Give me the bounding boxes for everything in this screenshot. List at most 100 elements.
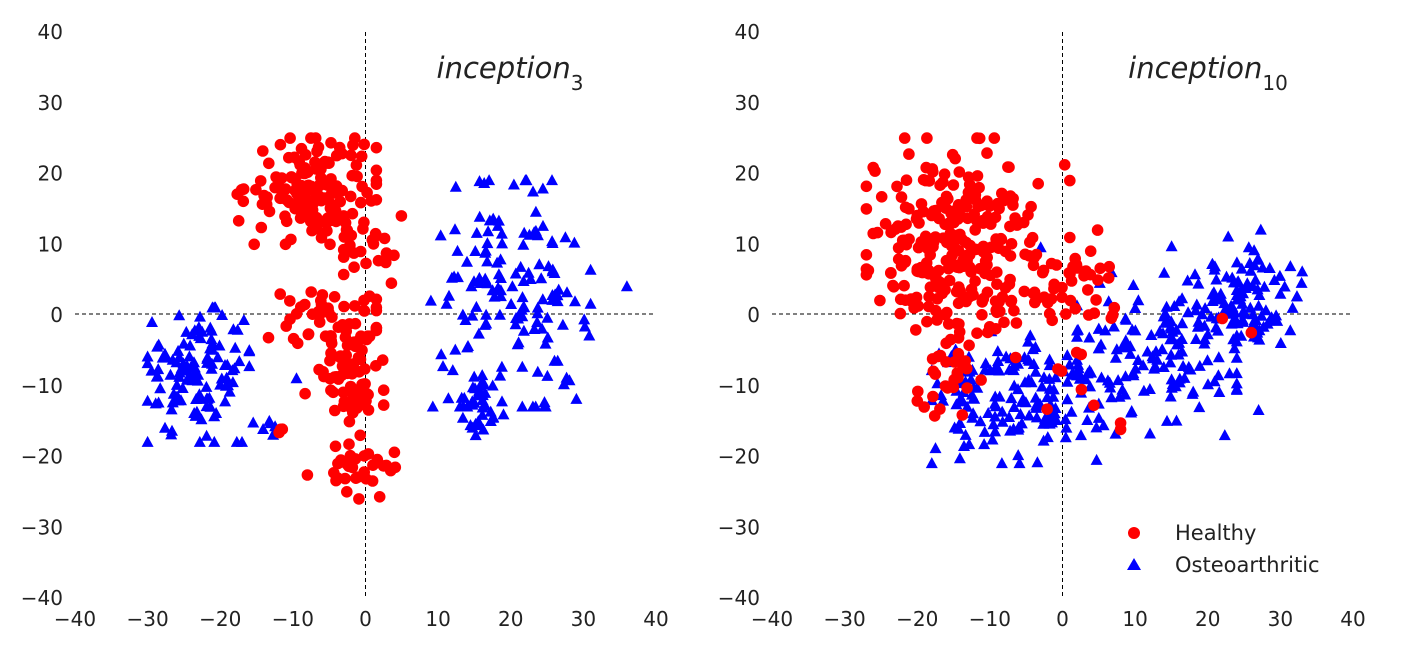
osteoarthritic-point	[456, 411, 469, 423]
osteoarthritic-point	[247, 416, 260, 428]
osteoarthritic-point	[216, 309, 229, 320]
y-tick-label: 10	[735, 232, 760, 256]
osteoarthritic-point	[189, 366, 201, 378]
osteoarthritic-point	[145, 364, 158, 376]
y-tick-label: −40	[21, 586, 63, 610]
osteoarthritic-point	[516, 400, 529, 412]
healthy-point	[981, 147, 993, 159]
healthy-point	[938, 168, 951, 180]
osteoarthritic-point	[201, 351, 214, 363]
osteoarthritic-point	[1228, 342, 1241, 354]
healthy-point	[1107, 309, 1119, 321]
osteoarthritic-point	[953, 452, 966, 464]
osteoarthritic-point	[527, 185, 539, 197]
healthy-point	[337, 210, 350, 222]
osteoarthritic-point	[1157, 327, 1169, 339]
y-tick-label: 0	[50, 303, 63, 327]
osteoarthritic-point	[1192, 315, 1205, 327]
osteoarthritic-point	[1252, 404, 1265, 415]
osteoarthritic-point	[979, 357, 992, 369]
healthy-point	[977, 217, 989, 229]
x-tick-label: 30	[571, 607, 596, 631]
healthy-point	[370, 194, 383, 206]
healthy-point	[969, 224, 981, 236]
healthy-point	[994, 305, 1006, 318]
osteoarthritic-point	[1014, 408, 1027, 420]
healthy-point	[384, 464, 397, 477]
osteoarthritic-point	[1025, 376, 1038, 388]
osteoarthritic-point	[470, 226, 483, 238]
healthy-point	[940, 337, 952, 350]
osteoarthritic-point	[620, 280, 633, 292]
osteoarthritic-point	[925, 457, 938, 469]
osteoarthritic-point	[1036, 380, 1048, 392]
osteoarthritic-point	[531, 307, 544, 319]
osteoarthritic-point	[1237, 305, 1250, 317]
healthy-point	[346, 207, 359, 220]
healthy-point	[976, 296, 988, 308]
healthy-point	[348, 247, 360, 259]
x-tick-label: −40	[751, 607, 793, 631]
osteoarthritic-point	[1109, 427, 1122, 439]
osteoarthritic-point	[1226, 271, 1239, 283]
osteoarthritic-point	[568, 236, 581, 248]
osteoarthritic-point	[1170, 414, 1183, 426]
osteoarthritic-point	[494, 253, 507, 265]
osteoarthritic-point	[1198, 333, 1211, 345]
osteoarthritic-point	[991, 361, 1004, 373]
osteoarthritic-point	[1284, 260, 1297, 272]
osteoarthritic-point	[461, 255, 473, 267]
healthy-point	[1008, 304, 1020, 317]
healthy-point	[932, 350, 944, 363]
osteoarthritic-point	[1212, 351, 1225, 363]
healthy-point	[1103, 260, 1115, 273]
osteoarthritic-point	[1008, 359, 1020, 371]
osteoarthritic-point	[1209, 260, 1221, 272]
osteoarthritic-point	[457, 400, 470, 412]
osteoarthritic-point	[201, 356, 214, 368]
healthy-point	[891, 180, 903, 193]
y-tick-label: −30	[718, 515, 760, 539]
healthy-point	[1080, 265, 1092, 277]
osteoarthritic-point	[1213, 386, 1226, 397]
osteoarthritic-point	[1129, 324, 1142, 336]
healthy-point	[325, 137, 337, 149]
healthy-point	[947, 179, 960, 191]
osteoarthritic-point	[1127, 367, 1140, 378]
healthy-point	[936, 287, 948, 300]
osteoarthritic-point	[426, 400, 439, 412]
osteoarthritic-point	[1223, 367, 1236, 379]
healthy-point	[919, 174, 932, 187]
osteoarthritic-point	[995, 457, 1008, 469]
osteoarthritic-point	[1201, 354, 1214, 366]
healthy-point	[982, 326, 994, 339]
healthy-point	[269, 181, 281, 194]
healthy-point	[1114, 423, 1127, 436]
y-tick-label: 10	[38, 232, 63, 256]
healthy-point	[940, 254, 953, 267]
osteoarthritic-point	[482, 225, 495, 237]
osteoarthritic-point	[172, 344, 185, 356]
y-tick-label: 40	[38, 20, 63, 44]
healthy-point	[270, 171, 282, 183]
healthy-point	[981, 286, 994, 299]
x-tick-label: 40	[643, 607, 668, 631]
right-data-points	[860, 132, 1309, 469]
healthy-point	[324, 238, 336, 251]
osteoarthritic-point	[479, 244, 492, 256]
osteoarthritic-point	[193, 435, 206, 447]
osteoarthritic-point	[974, 415, 987, 427]
healthy-point	[898, 132, 911, 144]
healthy-point	[349, 300, 361, 312]
osteoarthritic-point	[515, 303, 528, 315]
osteoarthritic-point	[1027, 358, 1040, 369]
osteoarthritic-point	[1041, 431, 1054, 443]
healthy-point	[232, 215, 245, 227]
osteoarthritic-point	[929, 442, 942, 454]
osteoarthritic-point	[954, 391, 967, 403]
healthy-point	[923, 300, 935, 313]
legend-healthy-marker	[1128, 527, 1140, 539]
healthy-point	[969, 275, 981, 288]
healthy-point	[349, 317, 362, 330]
